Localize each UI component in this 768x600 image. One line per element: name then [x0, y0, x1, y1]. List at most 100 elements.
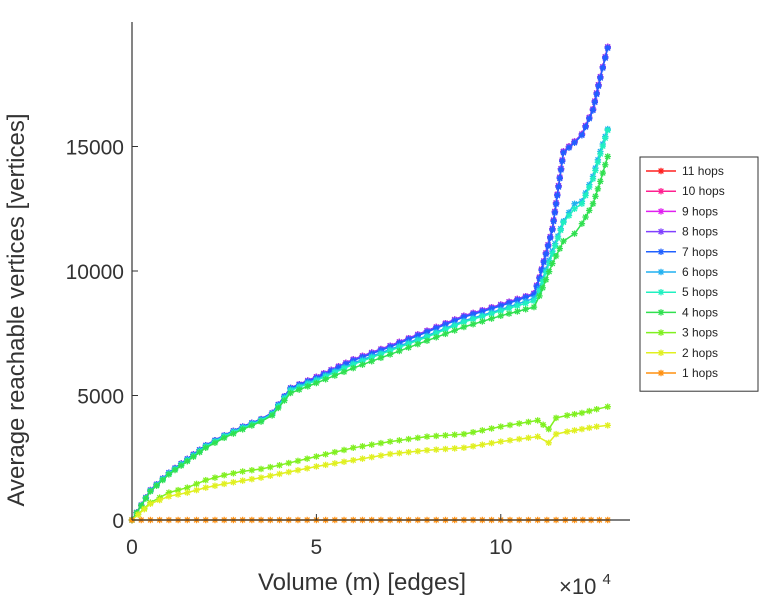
data-point — [505, 310, 513, 317]
data-point — [193, 486, 200, 494]
data-point — [536, 292, 543, 300]
data-point — [303, 465, 311, 472]
data-point — [479, 318, 486, 325]
data-point — [479, 441, 486, 448]
data-point — [239, 477, 246, 484]
data-point — [514, 308, 521, 315]
data-point — [586, 207, 593, 214]
legend-label: 8 hops — [682, 225, 718, 239]
data-point — [530, 303, 538, 311]
data-point — [559, 158, 566, 165]
data-point — [248, 475, 256, 483]
data-point — [211, 439, 219, 447]
data-point — [287, 389, 294, 397]
data-point — [599, 142, 607, 150]
legend-marker — [657, 289, 665, 296]
data-point — [560, 149, 567, 156]
data-point — [405, 344, 412, 351]
data-point — [586, 424, 593, 432]
data-point — [547, 234, 554, 242]
data-point — [578, 425, 586, 433]
legend-marker — [657, 369, 665, 377]
series-3-hops — [128, 403, 611, 524]
data-point — [488, 425, 495, 432]
data-point — [582, 213, 589, 221]
series-2-hops — [128, 422, 611, 524]
data-point — [276, 462, 283, 469]
data-point — [377, 354, 385, 362]
data-point — [184, 489, 191, 496]
data-point — [554, 234, 562, 242]
data-point — [405, 435, 412, 443]
data-point — [303, 455, 311, 462]
data-point — [557, 166, 565, 174]
series-line — [131, 424, 608, 521]
legend-label: 5 hops — [682, 285, 718, 299]
data-point — [469, 321, 477, 328]
ticks: 0 5000 10000 15000 0 5 10 — [66, 137, 513, 560]
data-point — [220, 480, 228, 488]
x-multiplier: ×10 4 — [559, 571, 611, 599]
data-point — [350, 457, 357, 464]
data-point — [442, 445, 449, 453]
data-point — [556, 175, 563, 182]
data-point — [267, 472, 274, 480]
data-point — [578, 200, 586, 207]
data-point — [230, 470, 237, 477]
legend-entry: 10 hops — [646, 184, 725, 198]
data-point — [276, 470, 283, 478]
data-point — [193, 480, 200, 488]
data-point — [313, 463, 320, 470]
legend-entry: 6 hops — [646, 265, 718, 279]
data-point — [565, 144, 573, 151]
data-point — [592, 167, 599, 174]
data-point — [539, 284, 546, 292]
legend-entry: 9 hops — [646, 204, 718, 218]
data-point — [202, 484, 209, 491]
data-point — [560, 237, 567, 245]
data-point — [525, 434, 532, 442]
data-point — [597, 150, 604, 158]
data-point — [549, 226, 556, 234]
data-point — [602, 54, 609, 62]
data-point — [582, 192, 589, 199]
data-point — [211, 474, 219, 481]
data-point — [322, 376, 329, 383]
data-point — [396, 449, 403, 457]
data-point — [544, 242, 552, 250]
legend-entry: 8 hops — [646, 225, 718, 239]
data-point — [506, 437, 514, 444]
data-point — [331, 372, 339, 379]
data-point — [516, 420, 523, 427]
data-point — [497, 438, 504, 445]
data-point — [313, 379, 320, 387]
data-point — [586, 407, 593, 415]
data-point — [414, 448, 421, 455]
data-point — [142, 495, 150, 502]
data-point — [147, 488, 154, 495]
data-point — [359, 361, 366, 368]
data-point — [586, 183, 593, 191]
data-point — [571, 200, 578, 207]
data-point — [184, 458, 191, 465]
x-tick-label: 5 — [311, 536, 323, 559]
data-point — [433, 432, 440, 440]
data-point — [220, 434, 228, 442]
series-line — [131, 130, 609, 521]
legend-marker — [657, 329, 665, 336]
series-6-hops — [128, 125, 611, 524]
legend-marker — [657, 167, 665, 175]
legend-entry: 4 hops — [646, 305, 718, 319]
data-point — [571, 139, 578, 146]
data-point — [563, 412, 571, 419]
legend: 11 hops 10 hops 9 hops 8 hops 7 hops 6 hops 5 … — [639, 156, 759, 392]
data-point — [522, 306, 529, 313]
data-point — [442, 330, 449, 338]
data-point — [604, 422, 611, 429]
data-point — [556, 245, 563, 252]
data-point — [604, 153, 611, 160]
data-point — [488, 439, 495, 447]
data-point — [359, 455, 366, 462]
data-point — [174, 491, 182, 498]
